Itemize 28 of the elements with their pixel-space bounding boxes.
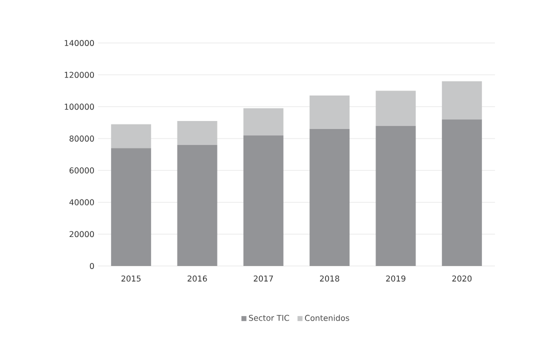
legend-label: Sector TIC <box>248 314 290 321</box>
bar <box>442 81 482 120</box>
legend-label: Contenidos <box>304 314 350 321</box>
x-tick-label: 2020 <box>452 276 472 282</box>
bar <box>310 129 350 266</box>
y-tick-label: 40000 <box>69 199 94 206</box>
bar <box>376 90 416 126</box>
y-tick-label: 0 <box>90 262 94 270</box>
bar <box>310 96 350 130</box>
y-tick-label: 140000 <box>64 40 94 46</box>
bar <box>177 121 218 145</box>
bar <box>111 124 152 148</box>
x-tick-label: 2015 <box>121 276 141 282</box>
bar <box>243 135 284 266</box>
x-tick-label: 2019 <box>386 276 406 282</box>
bar <box>111 148 152 266</box>
bar <box>376 126 416 266</box>
bar <box>243 108 284 136</box>
x-tick-label: 2017 <box>254 276 273 282</box>
bar <box>442 119 482 266</box>
x-tick-label: 2018 <box>320 276 340 282</box>
y-tick-label: 20000 <box>70 231 94 238</box>
y-tick-label: 80000 <box>70 136 94 142</box>
x-tick-label: 2016 <box>188 276 207 282</box>
bar <box>177 144 218 266</box>
y-tick-label: 100000 <box>64 104 94 110</box>
y-tick-label: 60000 <box>70 167 94 174</box>
y-tick-label: 120000 <box>64 72 94 78</box>
